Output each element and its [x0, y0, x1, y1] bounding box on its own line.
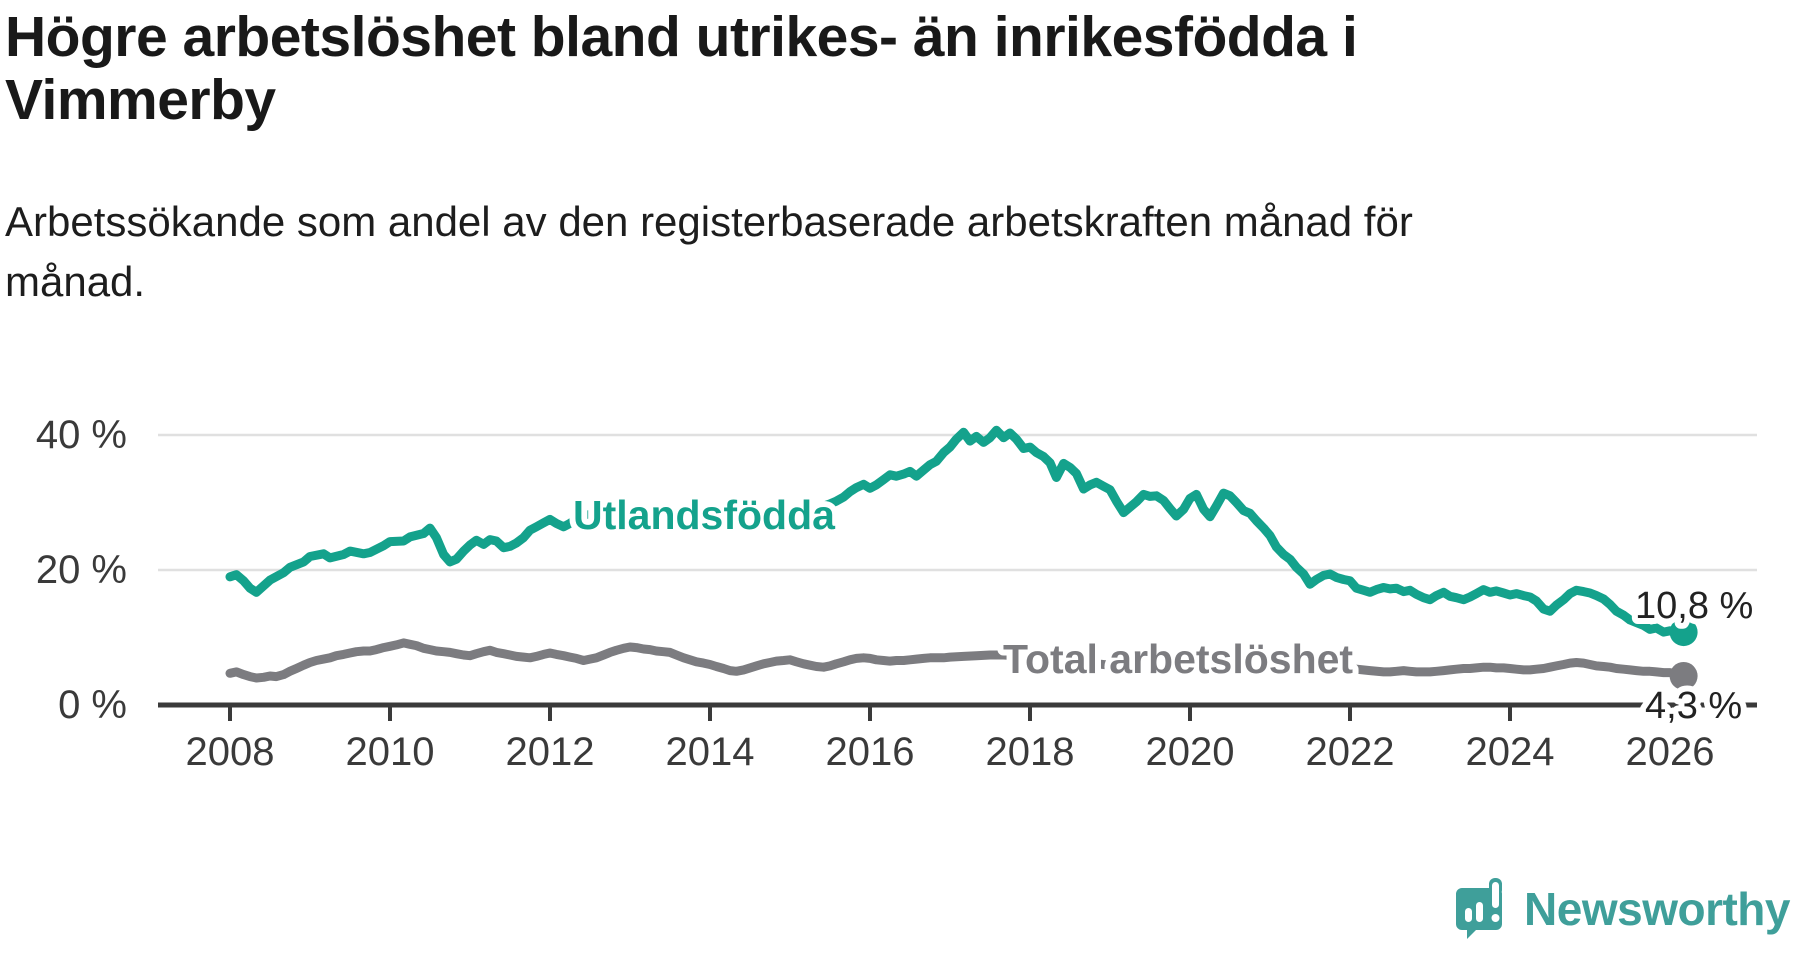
logo-wordmark: Newsworthy	[1524, 883, 1790, 935]
x-axis-tick-label: 2010	[346, 730, 435, 774]
series-end-dot-total	[1669, 661, 1698, 690]
x-axis-tick-label: 2014	[666, 730, 755, 774]
end-value-label-total: 4,3 %	[1645, 685, 1742, 727]
series-label-utlandsfodda: Utlandsfödda	[573, 492, 836, 538]
y-axis-tick-label: 0 %	[58, 683, 127, 727]
x-axis-tick-label: 2008	[186, 730, 275, 774]
chart-subtitle: Arbetssökande som andel av den registerb…	[5, 198, 1413, 305]
y-axis-tick-label: 20 %	[36, 548, 127, 592]
y-axis-tick-label: 40 %	[36, 413, 127, 457]
series-label-total: Total arbetslöshet	[1003, 636, 1353, 682]
x-axis-tick-label: 2022	[1306, 730, 1395, 774]
x-axis-tick-label: 2016	[826, 730, 915, 774]
series-line-utlandsfodda	[225, 425, 1689, 638]
x-axis-tick-label: 2012	[506, 730, 595, 774]
page-title: Högre arbetslöshet bland utrikes- än inr…	[5, 5, 1358, 132]
series-line-total	[225, 638, 1689, 683]
speech-bubble-bar-chart-icon	[1456, 878, 1503, 939]
newsworthy-logo[interactable]: Newsworthy	[1456, 878, 1790, 940]
end-value-label-utlandsfodda: 10,8 %	[1635, 585, 1753, 627]
x-axis-tick-label: 2020	[1146, 730, 1235, 774]
series-end-dot-utlandsfodda	[1669, 618, 1698, 647]
x-axis-tick-label: 2024	[1466, 730, 1555, 774]
x-axis-tick-label: 2018	[986, 730, 1075, 774]
x-axis-tick-label: 2026	[1626, 730, 1715, 774]
